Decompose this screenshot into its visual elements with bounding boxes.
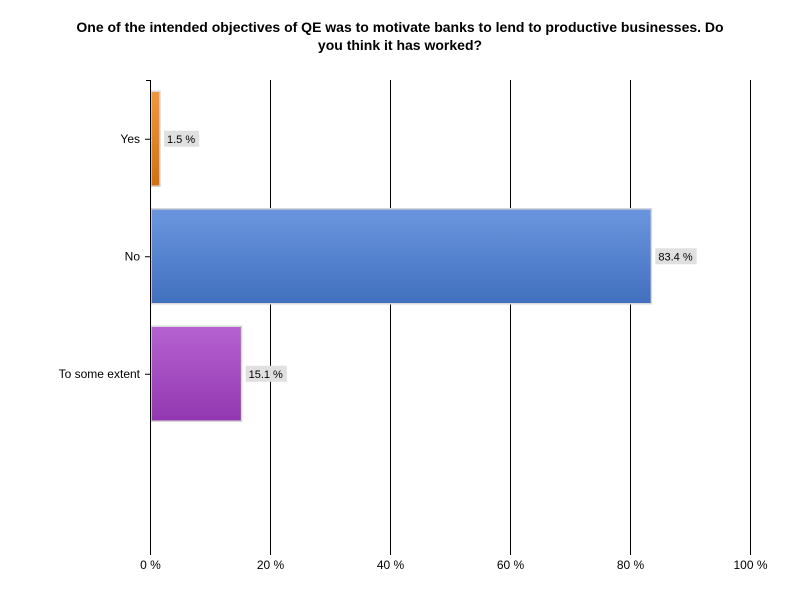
x-tick-label: 0 %: [140, 558, 161, 572]
grid-layer: [270, 80, 751, 550]
data-label: 83.4 %: [655, 248, 697, 265]
x-tick-label: 60 %: [497, 558, 525, 572]
x-tick-label: 80 %: [617, 558, 645, 572]
bar-no: [150, 208, 653, 305]
data-label-box: [655, 248, 697, 265]
chart-title-line-2: you think it has worked?: [317, 37, 483, 53]
label-layer: 1.5 % 83.4 % 15.1 %: [164, 130, 697, 382]
x-tick-label: 40 %: [377, 558, 405, 572]
axis-layer: 0 % 20 % 40 % 60 % 80 % 100 % Yes No To some ext…: [59, 80, 768, 572]
data-label-box: [245, 365, 287, 382]
data-label-text: 15.1 %: [249, 369, 283, 381]
category-label: No: [125, 249, 141, 263]
chart-title-line-1: One of the intended objectives of QE was…: [76, 19, 724, 35]
x-tick-label: 20 %: [257, 558, 285, 572]
category-label: Yes: [120, 132, 140, 146]
data-label: 1.5 %: [164, 130, 200, 147]
data-label: 15.1 %: [245, 365, 287, 382]
x-tick-label: 100 %: [733, 558, 767, 572]
bar-yes: [150, 90, 161, 187]
chart-title: One of the intended objectives of QE was…: [0, 18, 800, 54]
category-label: To some extent: [59, 367, 141, 381]
data-label-text: 83.4 %: [658, 251, 692, 263]
bar-layer: [150, 90, 653, 422]
data-label-box: [164, 130, 200, 147]
data-label-text: 1.5 %: [167, 134, 195, 146]
bar-to-some-extent: [150, 325, 243, 422]
